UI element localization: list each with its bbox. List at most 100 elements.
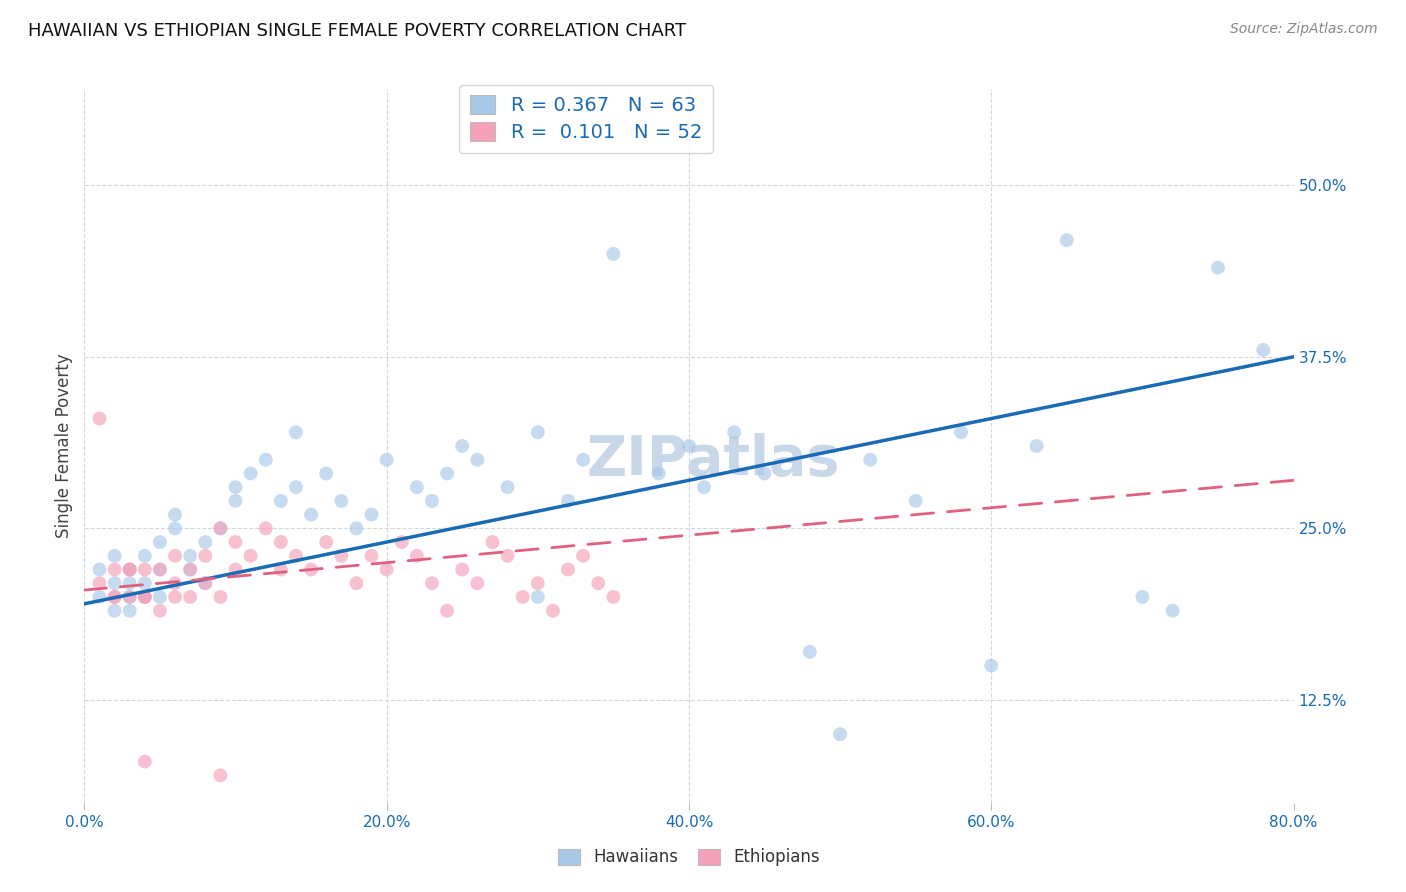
Point [118,576,141,591]
Point [118,562,141,576]
Point [104,590,127,604]
Point [451,562,474,576]
Point [89,576,111,591]
Point [602,247,624,261]
Point [315,535,337,549]
Point [950,425,973,440]
Point [225,494,247,508]
Point [1056,233,1078,247]
Point [179,562,201,576]
Point [451,439,474,453]
Point [406,549,429,563]
Point [541,604,564,618]
Point [1025,439,1047,453]
Point [526,425,548,440]
Point [194,576,217,591]
Point [284,480,308,494]
Point [346,576,368,591]
Point [512,590,534,604]
Point [149,590,172,604]
Point [134,549,156,563]
Point [284,549,308,563]
Point [163,549,186,563]
Point [179,590,201,604]
Point [254,452,277,467]
Point [134,576,156,591]
Point [149,604,172,618]
Point [1206,260,1229,275]
Point [225,562,247,576]
Text: HAWAIIAN VS ETHIOPIAN SINGLE FEMALE POVERTY CORRELATION CHART: HAWAIIAN VS ETHIOPIAN SINGLE FEMALE POVE… [28,22,686,40]
Point [209,521,232,535]
Point [420,576,443,591]
Point [572,452,595,467]
Point [557,494,579,508]
Point [1251,343,1274,357]
Point [134,590,156,604]
Point [526,590,548,604]
Point [799,645,821,659]
Point [104,590,127,604]
Point [904,494,927,508]
Point [179,562,201,576]
Point [436,467,458,481]
Point [693,480,716,494]
Point [118,604,141,618]
Point [375,452,398,467]
Point [375,562,398,576]
Point [134,755,156,769]
Point [270,562,292,576]
Point [572,549,595,563]
Point [406,480,429,494]
Point [89,562,111,576]
Text: ZIPatlas: ZIPatlas [586,434,839,487]
Point [104,604,127,618]
Point [496,480,519,494]
Point [134,562,156,576]
Point [299,562,322,576]
Point [118,590,141,604]
Point [134,590,156,604]
Point [678,439,700,453]
Point [602,590,624,604]
Point [315,467,337,481]
Point [723,425,745,440]
Point [89,590,111,604]
Point [209,590,232,604]
Point [557,562,579,576]
Point [1130,590,1153,604]
Point [134,590,156,604]
Point [104,576,127,591]
Point [179,549,201,563]
Point [467,452,489,467]
Point [284,425,308,440]
Point [118,590,141,604]
Point [239,549,262,563]
Point [118,562,141,576]
Text: Source: ZipAtlas.com: Source: ZipAtlas.com [1230,22,1378,37]
Point [89,411,111,425]
Point [980,658,1002,673]
Point [163,590,186,604]
Point [163,508,186,522]
Point [436,604,458,618]
Point [299,508,322,522]
Point [209,768,232,782]
Point [496,549,519,563]
Point [467,576,489,591]
Point [360,549,382,563]
Point [254,521,277,535]
Point [239,467,262,481]
Point [830,727,852,741]
Point [420,494,443,508]
Point [754,467,776,481]
Point [588,576,610,591]
Y-axis label: Single Female Poverty: Single Female Poverty [55,354,73,538]
Point [194,535,217,549]
Point [104,549,127,563]
Point [1161,604,1184,618]
Point [163,521,186,535]
Point [163,576,186,591]
Point [391,535,413,549]
Point [526,576,548,591]
